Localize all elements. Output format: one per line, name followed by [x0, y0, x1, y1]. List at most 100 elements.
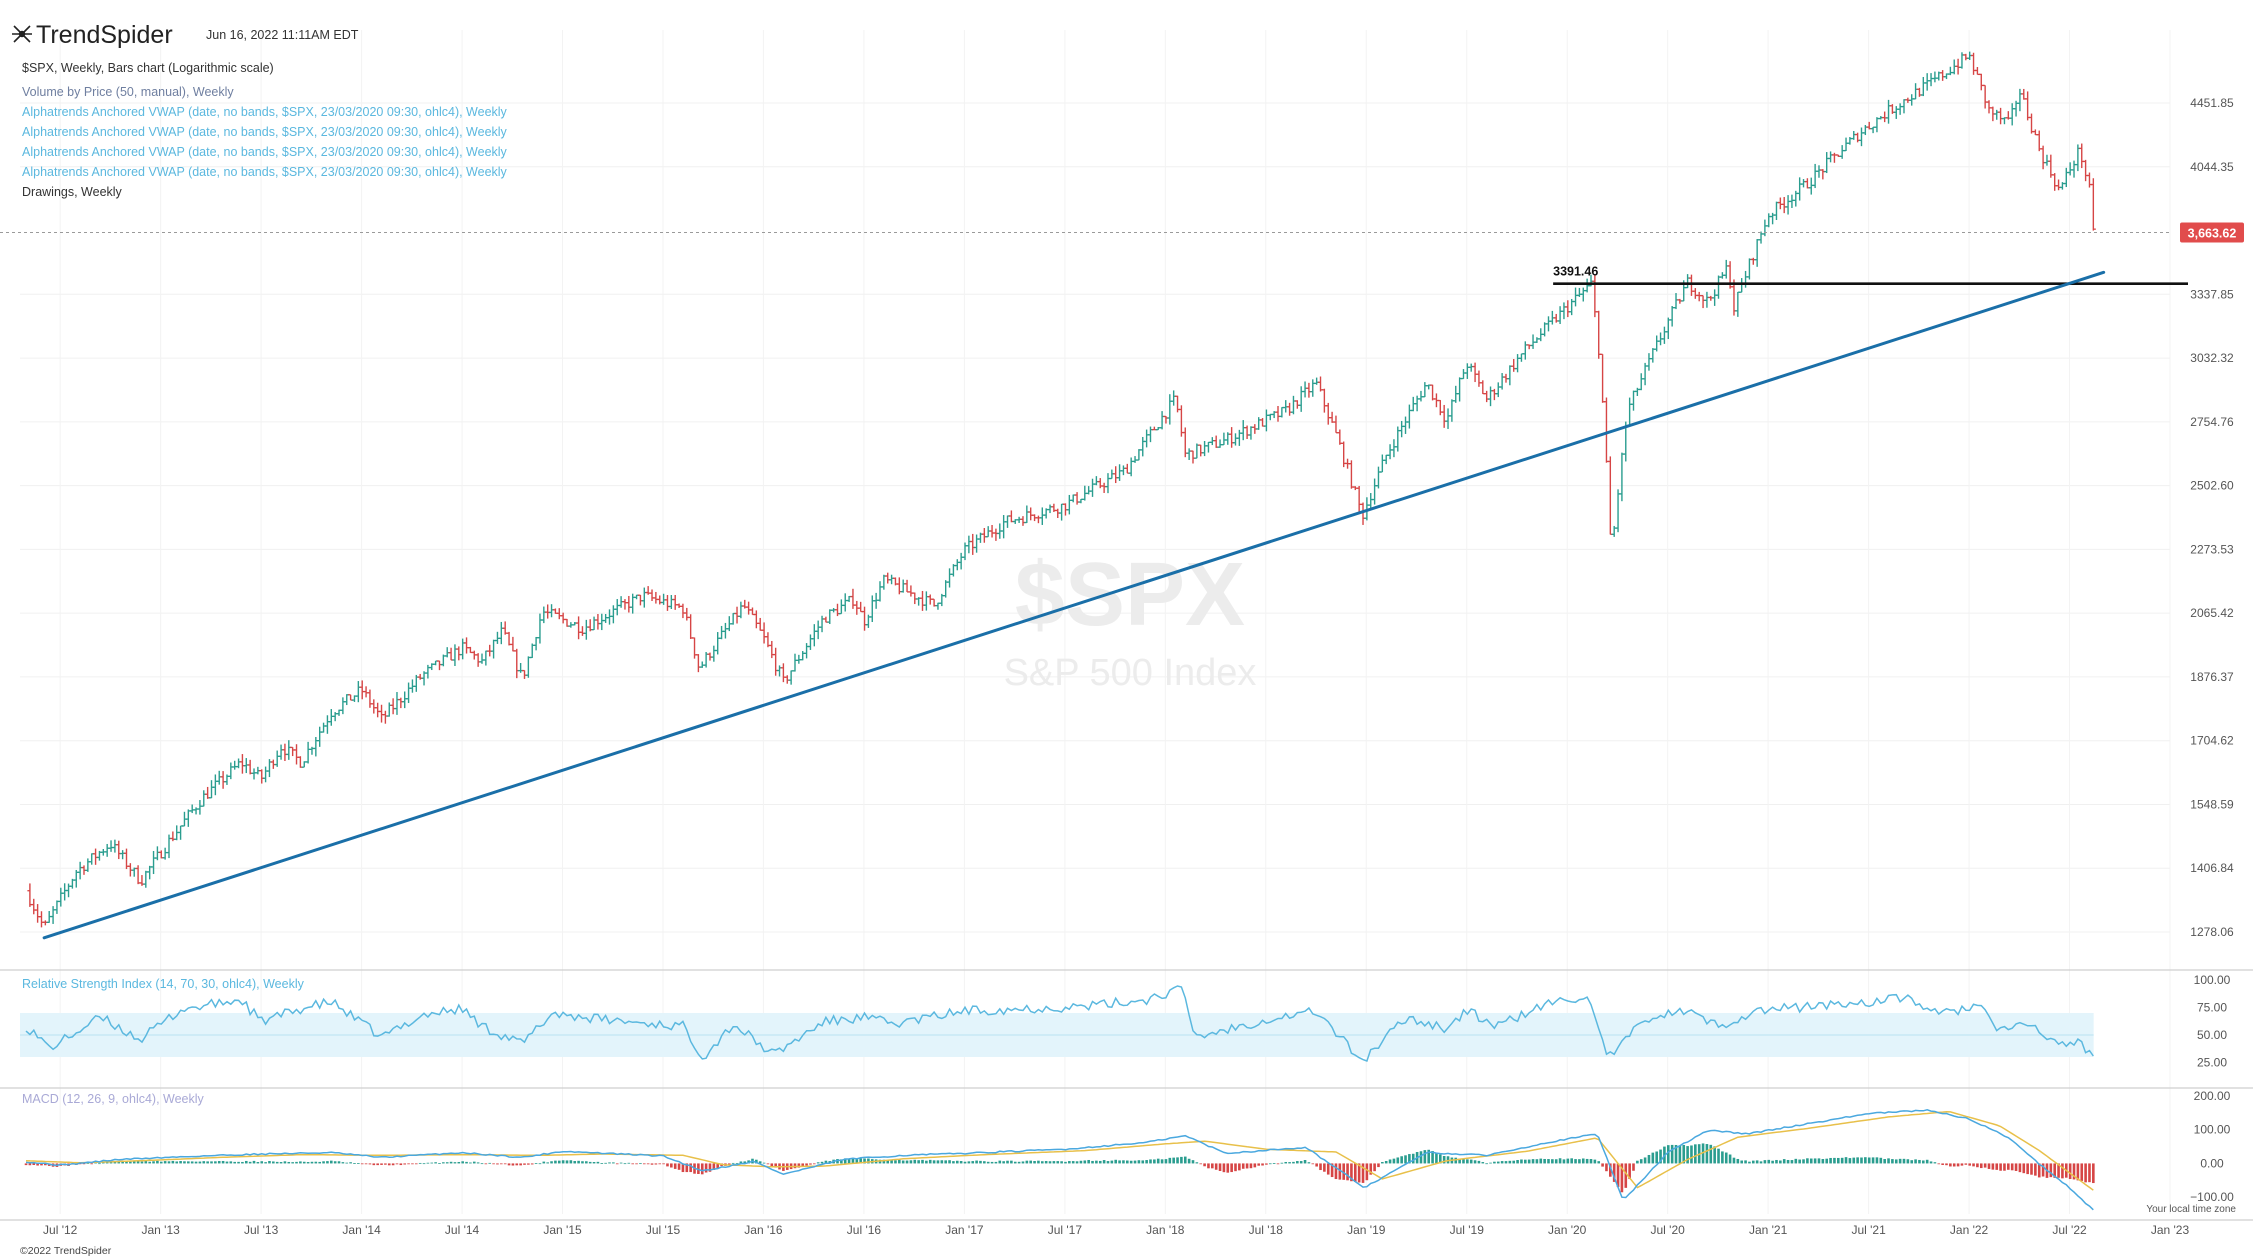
macd-histogram-bar — [1531, 1159, 1535, 1164]
macd-histogram-bar — [1922, 1160, 1925, 1164]
macd-histogram-bar — [345, 1162, 349, 1164]
macd-histogram-bar — [411, 1163, 414, 1165]
price-bar — [1159, 411, 1165, 430]
macd-histogram-bar — [36, 1163, 39, 1166]
macd-histogram-bar — [971, 1161, 975, 1164]
price-bar — [2083, 159, 2089, 182]
price-bar — [263, 766, 269, 783]
time-axis-label: Jan '17 — [945, 1223, 984, 1237]
time-axis-label: Jul '18 — [1249, 1223, 1284, 1237]
macd-histogram-bar — [2041, 1163, 2045, 1177]
price-bar — [1974, 66, 1980, 76]
macd-histogram-bar — [272, 1161, 275, 1164]
macd-histogram-bar — [1728, 1154, 1732, 1164]
legend-item[interactable]: Alphatrends Anchored VWAP (date, no band… — [22, 105, 508, 119]
price-bar — [1499, 373, 1505, 390]
macd-histogram-bar — [1396, 1157, 1400, 1164]
price-bar — [232, 760, 238, 770]
macd-title: MACD (12, 26, 9, ohlc4), Weekly — [22, 1092, 205, 1106]
price-axis-label: 4451.85 — [2190, 96, 2234, 110]
macd-histogram-bar — [1307, 1162, 1311, 1164]
price-bar — [1619, 452, 1625, 502]
price-bar — [239, 754, 245, 774]
macd-histogram-bar — [805, 1163, 808, 1166]
legend-item[interactable]: Alphatrends Anchored VWAP (date, no band… — [22, 145, 508, 159]
price-bar — [1661, 326, 1667, 344]
macd-histogram-bar — [1682, 1144, 1686, 1164]
price-bar — [483, 650, 489, 666]
legend-item[interactable]: Alphatrends Anchored VWAP (date, no band… — [22, 125, 508, 139]
watermark-name: S&P 500 Index — [1004, 652, 1257, 694]
macd-histogram-bar — [588, 1161, 592, 1164]
price-bar — [1468, 363, 1474, 372]
macd-histogram-bar — [1466, 1159, 1469, 1164]
macd-histogram-bar — [1222, 1163, 1226, 1173]
price-bar — [1696, 291, 1702, 302]
macd-histogram-bar — [233, 1161, 236, 1164]
legend-item[interactable]: Drawings, Weekly — [22, 185, 123, 199]
price-bar — [1638, 373, 1644, 391]
legend-item[interactable]: $SPX, Weekly, Bars chart (Logarithmic sc… — [22, 61, 274, 75]
price-overlays[interactable]: 3391.46 — [0, 231, 2188, 940]
macd-histogram-bar — [1570, 1158, 1573, 1164]
price-bar — [328, 709, 334, 726]
price-bar — [38, 911, 44, 928]
svg-text:3,663.62: 3,663.62 — [2188, 226, 2237, 240]
macd-histogram-bar — [1075, 1161, 1079, 1164]
legend-item[interactable]: Volume by Price (50, manual), Weekly — [22, 85, 234, 99]
price-bar — [1290, 395, 1296, 415]
price-bar — [382, 710, 388, 724]
price-bar — [989, 524, 995, 538]
price-bar — [475, 653, 481, 667]
macd-histogram-bar — [886, 1160, 890, 1164]
price-bar — [2044, 154, 2050, 166]
macd-histogram-bar — [360, 1163, 364, 1165]
macd-histogram-bar — [550, 1161, 553, 1164]
price-bar — [456, 646, 462, 661]
macd-histogram-bar — [1833, 1157, 1836, 1164]
macd-histogram-bar — [1643, 1157, 1647, 1164]
macd-histogram-bar — [1539, 1158, 1543, 1164]
price-bar — [1356, 485, 1362, 512]
macd-histogram-bar — [387, 1163, 391, 1166]
price-bar — [1403, 416, 1409, 434]
price-bar — [359, 680, 365, 700]
macd-histogram-bar — [1589, 1159, 1593, 1164]
macd-histogram-bar — [349, 1162, 352, 1164]
price-bar — [1522, 341, 1528, 360]
price-bar — [595, 614, 601, 630]
macd-histogram-bar — [650, 1163, 654, 1165]
macd-histogram-bar — [1207, 1163, 1210, 1169]
price-bar — [1070, 494, 1076, 503]
price-bar — [780, 663, 786, 683]
price-bar — [375, 702, 381, 718]
price-bar — [761, 622, 767, 644]
price-bar — [730, 612, 736, 625]
support-trendline[interactable] — [42, 270, 2106, 940]
macd-histogram-bar — [1844, 1157, 1848, 1164]
legend-item[interactable]: Alphatrends Anchored VWAP (date, no band… — [22, 165, 508, 179]
price-bars — [27, 51, 2096, 928]
macd-histogram-bar — [1326, 1163, 1330, 1175]
macd-histogram-bar — [1377, 1163, 1380, 1168]
macd-histogram-bar — [1500, 1161, 1504, 1164]
price-bar — [1430, 384, 1436, 401]
price-bar — [1851, 130, 1857, 140]
macd-histogram-bar — [1110, 1160, 1114, 1164]
indicator-legend[interactable]: $SPX, Weekly, Bars chart (Logarithmic sc… — [22, 61, 508, 199]
macd-histogram-bar — [1056, 1161, 1060, 1164]
price-bar — [649, 589, 655, 602]
price-bar — [858, 601, 864, 613]
price-bar — [2029, 113, 2035, 134]
macd-histogram-bar — [1686, 1146, 1689, 1164]
macd-histogram-bar — [1732, 1157, 1736, 1164]
macd-histogram-bar — [708, 1163, 712, 1172]
price-bar — [1190, 450, 1196, 464]
price-bar — [626, 595, 632, 613]
price-bar — [290, 746, 296, 757]
time-axis-label: Jan '13 — [141, 1223, 180, 1237]
price-bar — [491, 639, 497, 659]
macd-histogram-bar — [1323, 1163, 1326, 1172]
price-bar — [549, 604, 555, 618]
